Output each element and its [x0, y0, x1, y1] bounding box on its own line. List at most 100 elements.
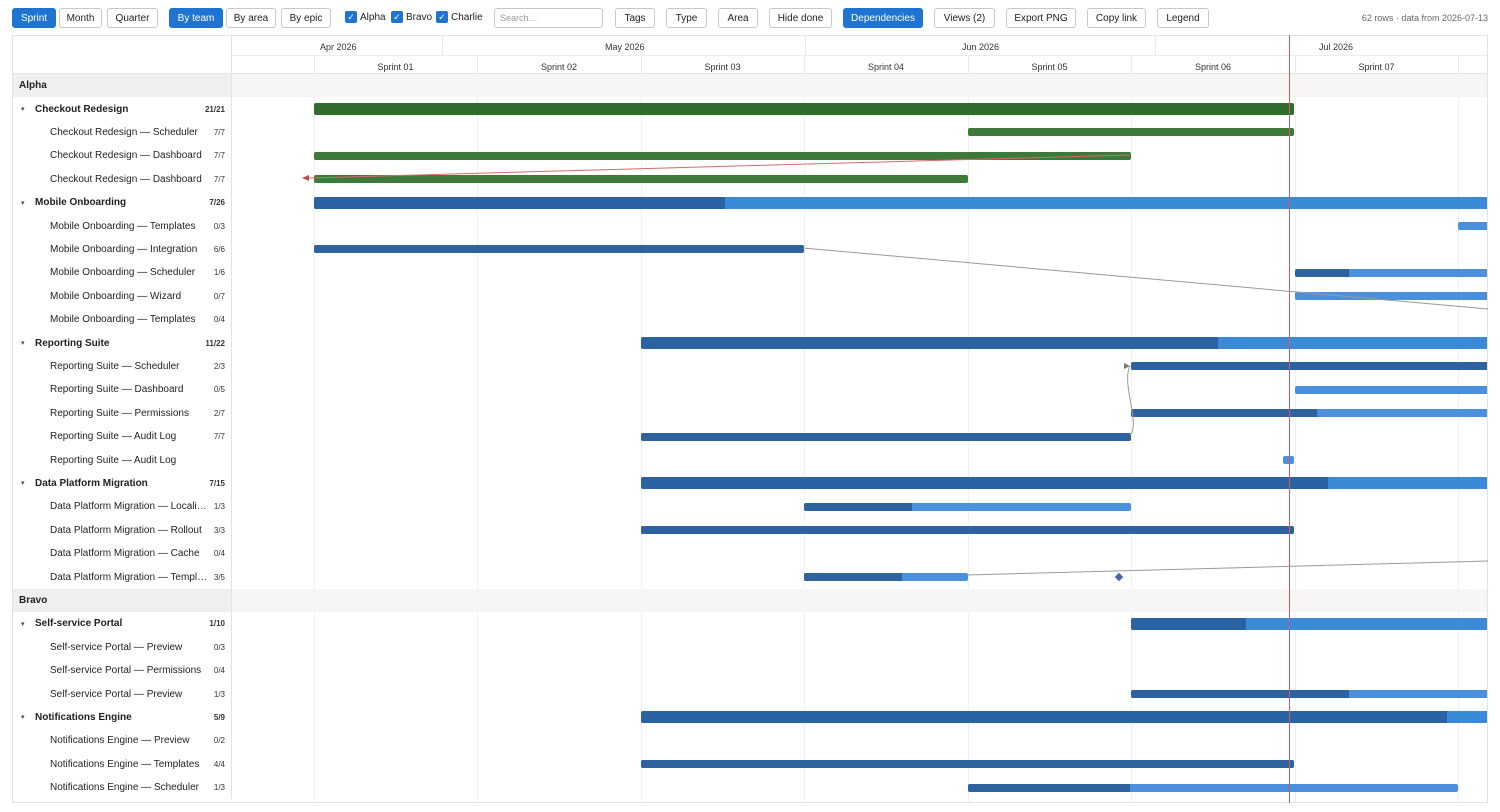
- task-bar[interactable]: [1295, 385, 1487, 394]
- month-grouping-button[interactable]: Month: [59, 8, 102, 28]
- task-bar[interactable]: [804, 572, 968, 581]
- task-row[interactable]: Notifications Engine — Templates 4/4: [13, 752, 1487, 776]
- task-row[interactable]: Data Platform Migration — Templa… 3/5: [13, 565, 1487, 589]
- task-row[interactable]: Data Platform Migration — Localiz… 1/3: [13, 495, 1487, 519]
- task-row[interactable]: Mobile Onboarding — Templates 0/4: [13, 308, 1487, 332]
- epic-bar[interactable]: [1131, 617, 1487, 630]
- row-label-cell[interactable]: Mobile Onboarding — Templates 0/3: [13, 214, 232, 238]
- task-row[interactable]: Checkout Redesign — Dashboard 7/7: [13, 144, 1487, 168]
- task-row[interactable]: Self-service Portal — Preview 0/3: [13, 635, 1487, 659]
- row-label-cell[interactable]: Mobile Onboarding — Wizard 0/7: [13, 284, 232, 308]
- dependencies-toggle-button[interactable]: Dependencies: [843, 8, 923, 28]
- task-bar[interactable]: [314, 175, 968, 184]
- team-filter-charlie[interactable]: ✓ Charlie: [436, 11, 483, 23]
- task-row[interactable]: Mobile Onboarding — Wizard 0/7: [13, 284, 1487, 308]
- task-row[interactable]: Reporting Suite — Audit Log: [13, 448, 1487, 472]
- task-row[interactable]: Mobile Onboarding — Templates 0/3: [13, 214, 1487, 238]
- task-row[interactable]: Checkout Redesign — Dashboard 7/7: [13, 167, 1487, 191]
- epic-bar[interactable]: [641, 336, 1487, 349]
- task-row[interactable]: Notifications Engine — Preview 0/2: [13, 729, 1487, 753]
- checkbox-checked-icon[interactable]: ✓: [345, 11, 357, 23]
- export-png-button[interactable]: Export PNG: [1006, 8, 1076, 28]
- quarter-grouping-button[interactable]: Quarter: [107, 8, 158, 28]
- row-label-cell[interactable]: Data Platform Migration — Cache 0/4: [13, 542, 232, 566]
- row-label-cell[interactable]: Self-service Portal — Preview 1/3: [13, 682, 232, 706]
- task-bar[interactable]: [314, 151, 1131, 160]
- milestone-diamond-icon[interactable]: [1114, 572, 1124, 582]
- copy-link-button[interactable]: Copy link: [1087, 8, 1146, 28]
- row-label-cell[interactable]: Mobile Onboarding — Scheduler 1/6: [13, 261, 232, 285]
- legend-button[interactable]: Legend: [1157, 8, 1209, 28]
- row-label-cell[interactable]: Bravo: [13, 588, 232, 613]
- by-area-button[interactable]: By area: [226, 8, 276, 28]
- task-bar[interactable]: [1295, 292, 1487, 301]
- row-label-cell[interactable]: Checkout Redesign — Dashboard 7/7: [13, 167, 232, 191]
- collapse-caret-icon[interactable]: ▾: [21, 106, 25, 114]
- team-filter-alpha[interactable]: ✓ Alpha: [345, 11, 386, 23]
- row-label-cell[interactable]: Notifications Engine — Templates 4/4: [13, 752, 232, 776]
- collapse-caret-icon[interactable]: ▾: [21, 620, 25, 628]
- hide-done-button[interactable]: Hide done: [769, 8, 832, 28]
- row-label-cell[interactable]: Mobile Onboarding — Integration 6/6: [13, 237, 232, 262]
- epic-row[interactable]: ▾ Notifications Engine 5/9: [13, 705, 1487, 730]
- row-label-cell[interactable]: Notifications Engine — Preview 0/2: [13, 729, 232, 753]
- row-label-cell[interactable]: ▾ Data Platform Migration 7/15: [13, 471, 232, 496]
- search-input[interactable]: [494, 8, 603, 28]
- tags-filter-button[interactable]: Tags: [615, 8, 655, 28]
- epic-bar[interactable]: [641, 711, 1487, 724]
- row-label-cell[interactable]: Notifications Engine — Scheduler 1/3: [13, 776, 232, 800]
- team-filter-bravo[interactable]: ✓ Bravo: [391, 11, 432, 23]
- collapse-caret-icon[interactable]: ▾: [21, 340, 25, 348]
- task-row[interactable]: Mobile Onboarding — Integration 6/6: [13, 237, 1487, 262]
- sprint-grouping-button[interactable]: Sprint: [12, 8, 56, 28]
- by-team-button[interactable]: By team: [169, 8, 223, 28]
- row-label-cell[interactable]: Alpha: [13, 74, 232, 98]
- row-label-cell[interactable]: Reporting Suite — Audit Log: [13, 448, 232, 472]
- task-bar[interactable]: [1131, 409, 1487, 418]
- row-label-cell[interactable]: Checkout Redesign — Dashboard 7/7: [13, 144, 232, 168]
- row-label-cell[interactable]: ▾ Notifications Engine 5/9: [13, 705, 232, 730]
- area-filter-button[interactable]: Area: [718, 8, 758, 28]
- task-row[interactable]: Reporting Suite — Scheduler 2/3: [13, 354, 1487, 379]
- by-epic-button[interactable]: By epic: [281, 8, 331, 28]
- row-label-cell[interactable]: Self-service Portal — Permissions 0/4: [13, 659, 232, 683]
- task-bar[interactable]: [968, 128, 1294, 137]
- team-group-row[interactable]: Bravo: [13, 588, 1487, 613]
- task-bar[interactable]: [804, 502, 1131, 511]
- checkbox-checked-icon[interactable]: ✓: [436, 11, 448, 23]
- row-label-cell[interactable]: Data Platform Migration — Rollout 3/3: [13, 518, 232, 542]
- task-bar[interactable]: [1131, 689, 1487, 698]
- checkbox-checked-icon[interactable]: ✓: [391, 11, 403, 23]
- task-bar[interactable]: [641, 432, 1131, 441]
- task-row[interactable]: Reporting Suite — Audit Log 7/7: [13, 425, 1487, 449]
- team-group-row[interactable]: Alpha: [13, 74, 1487, 98]
- views-button[interactable]: Views (2): [934, 8, 995, 28]
- task-row[interactable]: Notifications Engine — Scheduler 1/3: [13, 776, 1487, 800]
- collapse-caret-icon[interactable]: ▾: [21, 714, 25, 722]
- row-label-cell[interactable]: Checkout Redesign — Scheduler 7/7: [13, 120, 232, 145]
- row-label-cell[interactable]: Reporting Suite — Audit Log 7/7: [13, 425, 232, 449]
- task-row[interactable]: Mobile Onboarding — Scheduler 1/6: [13, 261, 1487, 285]
- task-bar[interactable]: [314, 245, 804, 254]
- row-label-cell[interactable]: Reporting Suite — Dashboard 0/5: [13, 378, 232, 402]
- epic-bar[interactable]: [314, 102, 1294, 115]
- task-bar[interactable]: [1295, 268, 1487, 277]
- task-bar[interactable]: [641, 526, 1294, 535]
- row-label-cell[interactable]: ▾ Reporting Suite 11/22: [13, 331, 232, 355]
- row-label-cell[interactable]: Data Platform Migration — Templa… 3/5: [13, 565, 232, 589]
- collapse-caret-icon[interactable]: ▾: [21, 199, 25, 207]
- row-label-cell[interactable]: Mobile Onboarding — Templates 0/4: [13, 308, 232, 332]
- epic-bar[interactable]: [641, 477, 1487, 490]
- collapse-caret-icon[interactable]: ▾: [21, 480, 25, 488]
- type-filter-button[interactable]: Type: [666, 8, 707, 28]
- row-label-cell[interactable]: Data Platform Migration — Localiz… 1/3: [13, 495, 232, 519]
- task-row[interactable]: Self-service Portal — Preview 1/3: [13, 682, 1487, 706]
- epic-row[interactable]: ▾ Reporting Suite 11/22: [13, 331, 1487, 355]
- task-row[interactable]: Self-service Portal — Permissions 0/4: [13, 659, 1487, 683]
- task-row[interactable]: Data Platform Migration — Cache 0/4: [13, 542, 1487, 566]
- epic-row[interactable]: ▾ Mobile Onboarding 7/26: [13, 191, 1487, 215]
- epic-row[interactable]: ▾ Self-service Portal 1/10: [13, 612, 1487, 636]
- row-label-cell[interactable]: Reporting Suite — Scheduler 2/3: [13, 354, 232, 379]
- epic-row[interactable]: ▾ Data Platform Migration 7/15: [13, 471, 1487, 496]
- task-row[interactable]: Checkout Redesign — Scheduler 7/7: [13, 120, 1487, 145]
